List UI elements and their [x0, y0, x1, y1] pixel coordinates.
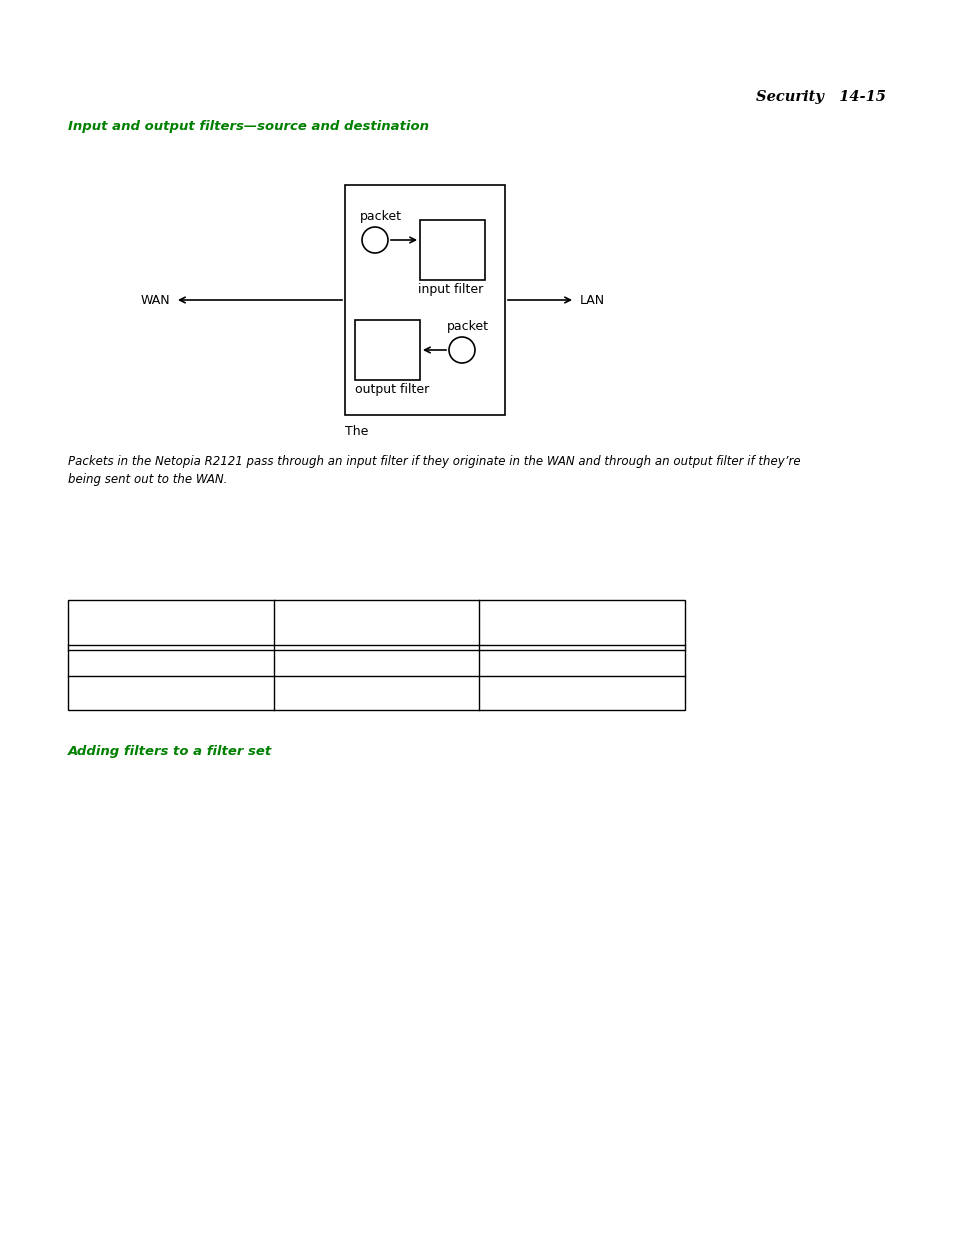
Bar — [419, 220, 484, 280]
Text: WAN: WAN — [140, 294, 170, 306]
Text: Packets in the Netopia R2121 pass through an input filter if they originate in t: Packets in the Netopia R2121 pass throug… — [68, 454, 800, 468]
Text: The: The — [345, 425, 368, 438]
Text: being sent out to the WAN.: being sent out to the WAN. — [68, 473, 227, 487]
Text: packet: packet — [447, 320, 489, 333]
Text: output filter: output filter — [355, 383, 429, 396]
Circle shape — [361, 227, 388, 253]
Text: input filter: input filter — [417, 283, 482, 296]
Text: Adding filters to a filter set: Adding filters to a filter set — [68, 745, 272, 758]
Text: LAN: LAN — [579, 294, 604, 306]
Bar — [355, 320, 419, 380]
Text: Input and output filters—source and destination: Input and output filters—source and dest… — [68, 120, 429, 133]
Text: Security   14-15: Security 14-15 — [756, 90, 885, 104]
Bar — [68, 600, 684, 710]
Circle shape — [449, 337, 475, 363]
Bar — [345, 185, 504, 415]
Text: packet: packet — [359, 210, 401, 224]
